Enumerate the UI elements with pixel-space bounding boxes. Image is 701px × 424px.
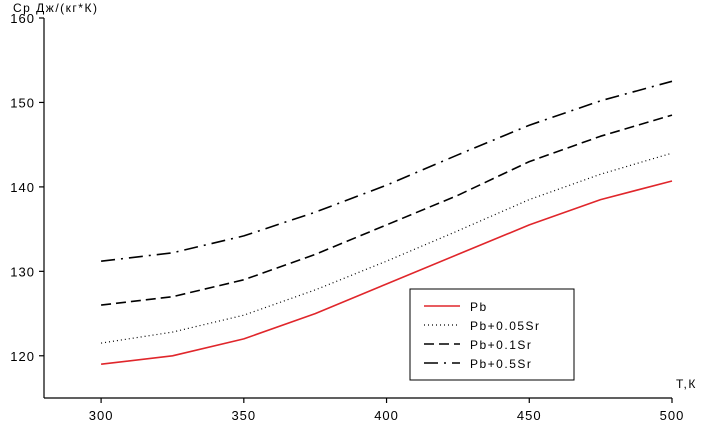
x-tick-label: 400 bbox=[374, 408, 399, 423]
legend-items: Pb Pb+0.05Sr Pb+0.1Sr Pb+0.5Sr bbox=[424, 300, 541, 371]
x-axis-title: Т,К bbox=[676, 377, 697, 391]
legend-label: Pb+0.5Sr bbox=[470, 357, 532, 371]
y-tick-label: 140 bbox=[10, 180, 35, 195]
legend-box bbox=[409, 288, 575, 381]
y-tick-label: 130 bbox=[10, 264, 35, 279]
y-ticks: 120 130 140 150 160 bbox=[10, 11, 44, 364]
series-line-pb-0-5sr bbox=[101, 80, 673, 262]
legend-label: Pb+0.05Sr bbox=[470, 319, 541, 333]
y-tick-label: 120 bbox=[10, 349, 35, 364]
y-tick-label: 150 bbox=[10, 95, 35, 110]
x-tick-label: 500 bbox=[660, 408, 685, 423]
series-line-pb-0-1sr bbox=[101, 114, 673, 306]
legend-label: Pb+0.1Sr bbox=[470, 338, 532, 352]
x-tick-label: 450 bbox=[517, 408, 542, 423]
series-line-pb bbox=[101, 180, 673, 365]
legend-label: Pb bbox=[470, 300, 488, 314]
y-tick-label: 160 bbox=[10, 11, 35, 26]
x-tick-label: 350 bbox=[231, 408, 256, 423]
y-axis-title: Ср Дж/(кг*К) bbox=[13, 1, 98, 15]
x-ticks: 300 350 400 450 500 bbox=[89, 398, 685, 423]
axes: 300 350 400 450 500 120 130 140 150 160 bbox=[10, 11, 685, 423]
x-tick-label: 300 bbox=[89, 408, 114, 423]
series-line-pb-0-05sr bbox=[101, 152, 673, 344]
legend: Pb Pb+0.05Sr Pb+0.1Sr Pb+0.5Sr bbox=[409, 288, 575, 381]
series-layer bbox=[101, 80, 673, 365]
